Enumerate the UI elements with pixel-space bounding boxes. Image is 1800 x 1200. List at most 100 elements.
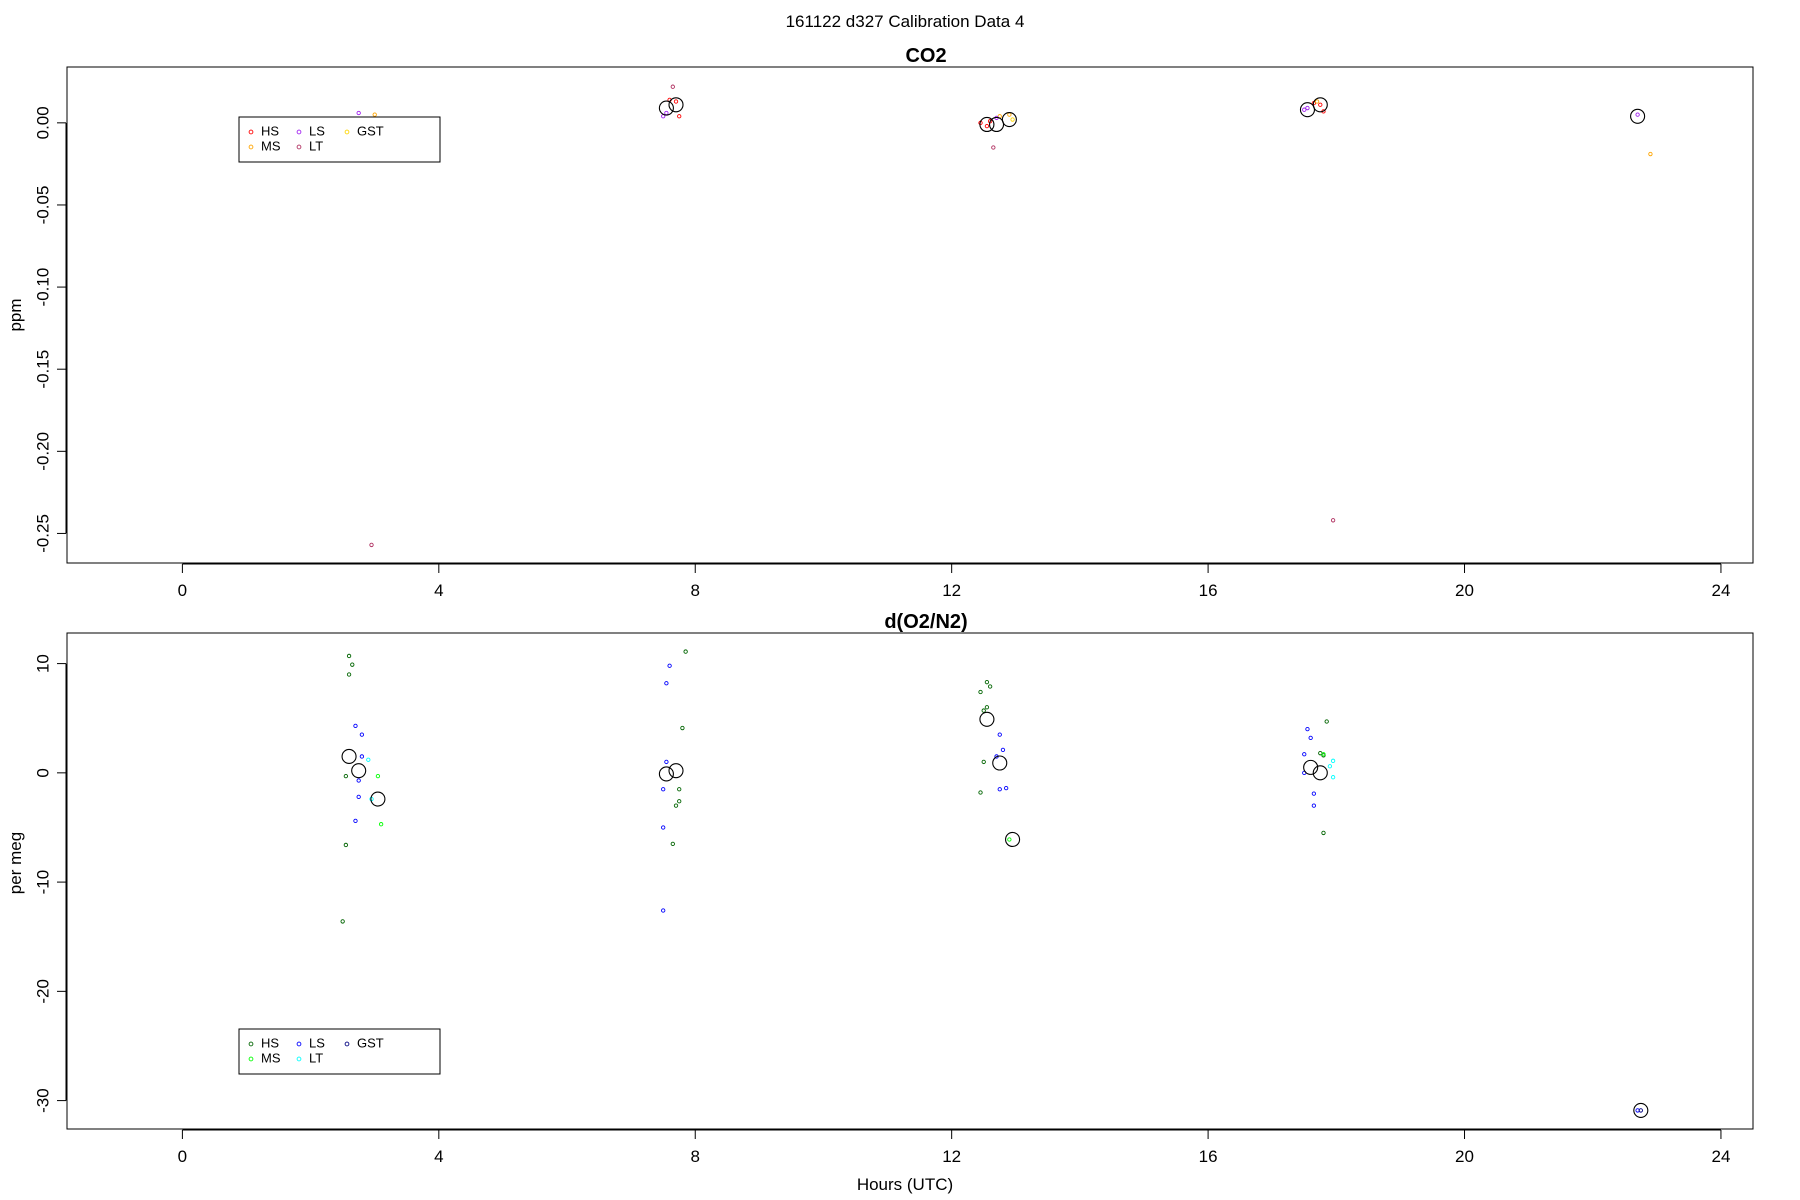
o2n2-point-hs [984,705,990,710]
co2-point-mean [1630,108,1646,124]
o2n2-legend-marker-gst [344,1041,350,1047]
o2n2-point-mean [658,766,674,782]
co2-point-lt [369,542,374,548]
co2-point-ls [1635,112,1640,117]
o2n2-y-tick-label: 10 [33,654,52,673]
o2n2-y-tick-label: -30 [33,1088,52,1113]
o2n2-point-ls [356,794,361,800]
co2-panel-title: CO2 [905,45,946,67]
co2-legend-label-lt: LT [309,138,323,153]
o2n2-point-mean [351,763,367,779]
o2n2-point-mean [341,748,357,765]
o2n2-point-hs [677,787,682,792]
o2n2-point-ls [661,825,666,830]
o2n2-point-hs [981,708,986,713]
o2n2-panel-title: d(O2/N2) [884,611,967,633]
co2-point-ls [664,110,669,116]
o2n2-point-ms [375,773,381,779]
o2n2-x-tick-label: 20 [1455,1147,1474,1166]
co2-point-mean [1312,97,1328,113]
o2n2-point-ls [1308,735,1313,741]
co2-legend-label-ls: LS [309,123,325,138]
co2-y-tick-label: 0.00 [33,106,52,139]
co2-point-mean [658,100,674,116]
co2-x-axis: 0 4 8 12 16 20 24 [178,563,1730,600]
o2n2-point-ms [378,822,384,827]
co2-x-tick-label: 4 [434,581,443,600]
o2n2-point-hs [1324,719,1329,724]
co2-point-ls [1302,107,1307,112]
o2n2-legend-marker-hs [248,1041,254,1047]
co2-point-ms [1314,99,1320,104]
o2n2-point-hs [683,649,688,654]
o2n2-point-ls [1305,726,1310,732]
co2-y-tick-label: -0.05 [33,186,52,225]
o2n2-point-ls [1000,747,1006,753]
co2-y-tick-label: -0.15 [33,350,52,389]
o2n2-point-ls [1311,803,1317,808]
co2-legend-label-gst: GST [357,123,384,138]
co2-legend-marker-ms [248,144,254,150]
co2-plot-frame [66,66,1754,564]
o2n2-x-tick-label: 0 [178,1147,187,1166]
o2n2-legend-label-lt: LT [309,1050,323,1065]
o2n2-point-mean [1005,831,1021,848]
o2n2-point-ls [359,754,365,759]
o2n2-point-ls [997,787,1002,792]
o2n2-point-hs [670,841,675,847]
o2n2-point-gst [1638,1108,1643,1113]
o2n2-point-ls [1004,785,1009,791]
co2-point-lt [991,145,996,150]
co2-point-mean [1299,102,1316,118]
o2n2-x-axis-label: Hours (UTC) [857,1175,953,1194]
o2n2-point-ls [1311,791,1317,796]
o2n2-point-ls [664,759,669,765]
co2-y-axis-label: ppm [6,298,25,331]
co2-y-tick-label: -0.20 [33,432,52,471]
o2n2-y-tick-label: -20 [33,979,52,1004]
o2n2-point-mean [1303,759,1319,775]
co2-point-lt [1330,518,1336,523]
o2n2-point-hs [984,680,990,685]
o2n2-x-tick-label: 16 [1199,1147,1218,1166]
o2n2-legend-marker-ms [248,1056,254,1062]
o2n2-point-ls [667,663,672,668]
co2-point-mean [988,116,1005,133]
co2-point-hs [677,114,682,119]
o2n2-point-ls [997,732,1002,737]
o2n2-legend-label-ms: MS [261,1050,281,1065]
co2-point-hs [984,123,990,129]
o2n2-point-hs [346,653,352,659]
co2-x-tick-label: 0 [178,581,187,600]
o2n2-point-hs [978,790,983,795]
o2n2-legend-label-ls: LS [309,1035,325,1050]
o2n2-point-ls [353,818,358,824]
co2-x-tick-label: 24 [1711,581,1730,600]
o2n2-point-hs [343,842,349,848]
co2-point-lt [670,84,675,89]
co2-y-tick-label: -0.25 [33,514,52,553]
o2n2-point-hs [1321,830,1326,836]
o2n2-point-lt [1330,775,1336,780]
o2n2-data-points [340,649,1649,1118]
o2n2-point-ls [356,778,361,783]
o2n2-point-mean [370,791,386,807]
o2n2-y-tick-label: -10 [33,870,52,895]
o2n2-legend-box [238,1028,441,1075]
o2n2-point-ls [359,732,365,737]
o2n2-y-axis-label: per meg [6,832,25,894]
o2n2-point-ls [661,908,666,913]
o2n2-point-lt [1327,764,1333,769]
co2-x-tick-label: 8 [691,581,700,600]
o2n2-x-tick-label: 8 [691,1147,700,1166]
o2n2-legend-label-hs: HS [261,1035,279,1050]
o2n2-point-ms [1007,837,1012,842]
o2n2-point-hs [987,684,993,689]
co2-legend-label-ms: MS [261,138,281,153]
o2n2-point-mean [992,755,1008,771]
o2n2-legend-marker-ls [296,1041,302,1047]
co2-point-mean [1001,112,1017,128]
co2-x-tick-label: 16 [1199,581,1218,600]
co2-panel: CO2 0 4 8 12 16 20 24 0.00 -0.05 -0.10 -0.15 -0.20… [6,45,1754,600]
